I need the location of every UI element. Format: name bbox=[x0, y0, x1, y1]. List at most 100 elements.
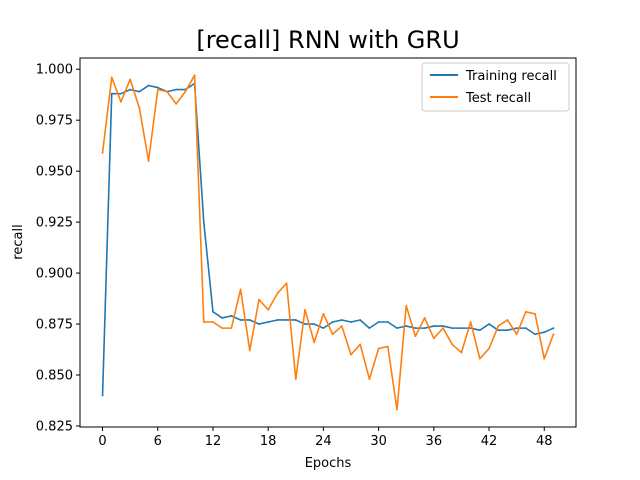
training-recall-point bbox=[442, 325, 444, 327]
test-recall-point bbox=[497, 325, 500, 327]
x-tick-label: 6 bbox=[154, 434, 162, 449]
test-recall-point bbox=[138, 107, 141, 109]
training-recall-point bbox=[120, 92, 122, 95]
training-recall-point bbox=[248, 319, 251, 321]
training-recall-point bbox=[515, 327, 518, 330]
y-tick-label: 0.875 bbox=[36, 318, 73, 333]
x-tick-label: 0 bbox=[98, 434, 106, 449]
x-tick-label: 18 bbox=[260, 434, 277, 449]
x-tick-label: 36 bbox=[426, 434, 443, 449]
test-recall-point bbox=[212, 321, 214, 323]
test-recall-point bbox=[110, 76, 113, 79]
test-recall-point bbox=[267, 308, 270, 311]
x-tick-label: 42 bbox=[481, 434, 498, 449]
test-recall-point bbox=[414, 335, 417, 338]
y-axis-label: recall bbox=[11, 224, 26, 259]
y-axis-ticks: 0.825 0.850 0.875 0.900 0.925 0.950 0.975 1.000 bbox=[36, 63, 80, 434]
test-recall-point bbox=[488, 347, 490, 350]
plot-border bbox=[79, 57, 577, 428]
x-axis-ticks: 0 6 12 18 24 30 36 42 48 bbox=[98, 427, 553, 449]
training-recall-point bbox=[239, 319, 242, 321]
test-recall-point bbox=[432, 337, 435, 340]
training-recall-point bbox=[350, 321, 352, 323]
training-recall-point bbox=[359, 319, 362, 321]
test-recall-point bbox=[451, 343, 454, 346]
y-tick-label: 0.850 bbox=[36, 369, 73, 384]
training-recall-point bbox=[156, 86, 159, 89]
training-recall-point bbox=[432, 325, 435, 327]
y-tick-label: 0.950 bbox=[36, 165, 73, 180]
training-recall-point bbox=[534, 333, 536, 336]
test-recall-point bbox=[460, 351, 463, 354]
test-recall-point bbox=[147, 160, 150, 162]
x-tick-label: 30 bbox=[370, 434, 387, 449]
test-recall-point bbox=[120, 100, 122, 103]
test-recall-point bbox=[515, 333, 518, 336]
test-recall-point bbox=[294, 378, 297, 380]
training-recall-point bbox=[175, 88, 178, 91]
test-recall-point bbox=[524, 310, 527, 313]
training-recall-point bbox=[460, 327, 463, 330]
test-recall-point bbox=[331, 333, 334, 336]
y-tick-label: 1.000 bbox=[36, 63, 73, 78]
legend: Training recall Test recall bbox=[421, 62, 570, 112]
test-recall-point bbox=[129, 78, 132, 81]
test-recall-point bbox=[285, 282, 288, 285]
y-tick-label: 0.925 bbox=[36, 216, 73, 231]
plot-area: 0 6 12 18 24 30 36 42 48 0.825 0.850 0.875 0.900 0.9… bbox=[36, 57, 577, 449]
training-recall-point bbox=[322, 327, 325, 330]
test-recall-point bbox=[304, 308, 306, 311]
test-recall-point bbox=[405, 304, 408, 307]
test-recall-point bbox=[101, 151, 104, 154]
test-recall-point bbox=[368, 378, 371, 380]
test-recall-point bbox=[156, 88, 159, 91]
test-recall-point bbox=[350, 353, 352, 356]
y-tick-label: 0.975 bbox=[36, 114, 73, 129]
training-recall-point bbox=[377, 321, 380, 323]
training-recall-point bbox=[294, 319, 297, 321]
test-recall-point bbox=[377, 347, 380, 350]
training-recall-point bbox=[488, 323, 490, 325]
training-recall-point bbox=[414, 327, 417, 330]
training-recall-point bbox=[138, 90, 141, 93]
test-recall-point bbox=[313, 341, 316, 344]
training-recall-point bbox=[147, 84, 150, 87]
test-recall-point bbox=[359, 343, 362, 346]
test-recall-point bbox=[258, 298, 260, 301]
test-recall-point bbox=[322, 312, 325, 315]
x-tick-label: 24 bbox=[315, 434, 332, 449]
test-recall-point bbox=[193, 74, 196, 77]
x-tick-label: 12 bbox=[205, 434, 222, 449]
test-recall-point bbox=[239, 288, 242, 291]
test-recall-point bbox=[396, 408, 398, 411]
legend-label-test: Test recall bbox=[465, 91, 531, 106]
training-recall-point bbox=[304, 323, 306, 325]
training-recall-point bbox=[285, 319, 288, 321]
test-recall-point bbox=[202, 321, 205, 323]
training-recall-point bbox=[258, 323, 260, 325]
training-recall-point bbox=[221, 317, 224, 319]
test-recall-point bbox=[276, 292, 279, 295]
training-recall-point bbox=[405, 325, 408, 327]
test-recall-point bbox=[543, 357, 546, 360]
test-recall-point bbox=[230, 327, 233, 330]
training-recall-point bbox=[129, 88, 132, 91]
x-tick-label: 48 bbox=[536, 434, 553, 449]
test-recall-point bbox=[534, 312, 536, 315]
test-recall-point bbox=[552, 333, 555, 336]
test-recall-point bbox=[166, 90, 168, 93]
training-recall-point bbox=[267, 321, 270, 323]
training-recall-point bbox=[478, 329, 481, 332]
training-recall-point bbox=[386, 321, 389, 323]
training-recall-point bbox=[524, 327, 527, 330]
test-recall-point bbox=[506, 319, 509, 321]
test-recall-point bbox=[248, 349, 251, 352]
y-tick-label: 0.825 bbox=[36, 419, 73, 434]
training-recall-point bbox=[230, 314, 233, 317]
training-recall-point bbox=[451, 327, 454, 330]
training-recall-point bbox=[423, 327, 426, 330]
test-recall-point bbox=[221, 327, 224, 330]
training-recall-point bbox=[543, 331, 546, 334]
training-recall-point bbox=[552, 327, 555, 330]
